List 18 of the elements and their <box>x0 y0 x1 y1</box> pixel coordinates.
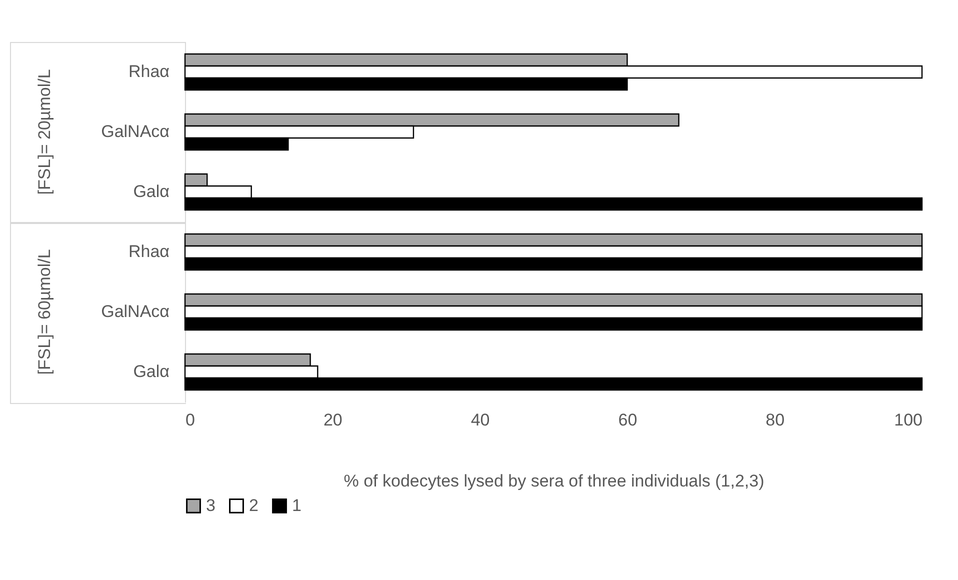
x-tick-label: 100 <box>894 410 922 430</box>
x-tick-label: 60 <box>618 410 638 430</box>
legend-label: 3 <box>206 496 216 515</box>
legend-label: 2 <box>249 496 258 515</box>
y-tick-label: GalNAcα <box>101 122 170 141</box>
y-tick-label: Galα <box>133 362 170 381</box>
x-axis-title: % of kodecytes lysed by sera of three individuals (1,2,3) <box>344 472 764 490</box>
y-tick-label: Rhaα <box>128 62 170 81</box>
x-tick-label: 20 <box>323 410 342 430</box>
x-tick-label: 0 <box>186 410 195 430</box>
legend-label: 1 <box>292 496 302 515</box>
x-tick-label: 40 <box>470 410 490 430</box>
y-tick-label: Rhaα <box>128 242 170 261</box>
y-tick-label: GalNAcα <box>101 302 170 321</box>
x-tick-label: 80 <box>766 410 785 430</box>
y-tick-label: Galα <box>133 182 170 201</box>
text: [FSL]= 20µmol/L <box>34 68 55 197</box>
text: [FSL]= 60µmol/L <box>34 248 55 377</box>
